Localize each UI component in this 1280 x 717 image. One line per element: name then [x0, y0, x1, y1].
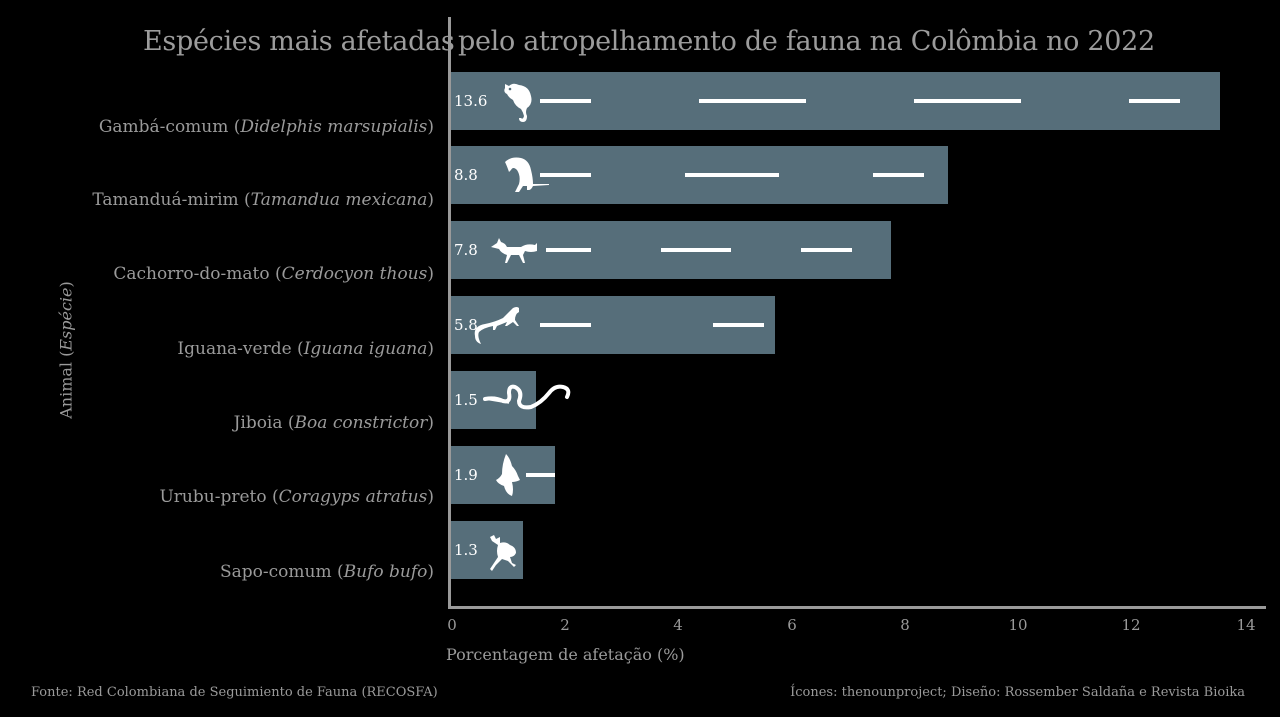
bar-tamandua: 8.8	[451, 146, 948, 204]
vulture-icon	[496, 454, 520, 496]
anteater-icon	[505, 157, 549, 192]
lane-dash	[1129, 99, 1180, 103]
y-axis-line	[448, 17, 451, 609]
lane-dash	[699, 99, 806, 103]
bar-value-label: 1.5	[454, 391, 478, 409]
bar-value-label: 1.3	[454, 541, 478, 559]
y-title-text: Animal (	[56, 350, 76, 419]
bar-gamba: 13.6	[451, 72, 1220, 130]
y-title-close: )	[56, 281, 76, 288]
footer-source: Fonte: Red Colombiana de Seguimiento de …	[31, 685, 438, 700]
bar-iguana: 5.8	[451, 296, 775, 354]
bar-value-label: 8.8	[454, 166, 478, 184]
lane-dash	[661, 248, 731, 252]
category-label: Tamanduá-mirim (Tamandua mexicana)	[92, 190, 434, 210]
chart-title-left: Espécies mais afetadas	[143, 26, 455, 57]
lane-dash	[540, 99, 591, 103]
lane-dash	[914, 99, 1021, 103]
bar-jiboia: 1.5	[451, 371, 571, 429]
opossum-icon	[504, 83, 532, 122]
bar-value-label: 5.8	[454, 316, 478, 334]
category-label: Jiboia (Boa constrictor)	[233, 413, 434, 433]
lane-dash	[540, 323, 591, 327]
bar-urubu: 1.9	[451, 446, 555, 504]
bar-value-label: 13.6	[454, 92, 488, 110]
x-tick: 6	[787, 616, 797, 634]
lane-dash	[713, 323, 764, 327]
x-tick: 12	[1121, 616, 1141, 634]
fox-icon	[491, 238, 537, 263]
lane-dash	[546, 248, 591, 252]
chart-title-right: pelo atropelhamento de fauna na Colômbia…	[458, 26, 1155, 57]
y-title-italic: Espécie	[56, 287, 76, 351]
bar-sapo: 1.3	[451, 521, 523, 579]
lane-dash	[685, 173, 779, 177]
iguana-icon	[474, 307, 519, 344]
lane-dash	[540, 173, 591, 177]
bar-cachorro: 7.8	[451, 221, 891, 279]
x-axis-title: Porcentagem de afetação (%)	[446, 645, 685, 664]
bar-value-label: 1.9	[454, 466, 478, 484]
lane-dash	[801, 248, 852, 252]
category-label: Cachorro-do-mato (Cerdocyon thous)	[113, 264, 434, 284]
x-tick: 14	[1236, 616, 1256, 634]
category-label: Gambá-comum (Didelphis marsupialis)	[98, 117, 434, 137]
snake-icon	[483, 384, 571, 410]
x-tick: 10	[1008, 616, 1028, 634]
lane-dash	[526, 473, 555, 477]
category-label: Urubu-preto (Coragyps atratus)	[159, 487, 434, 507]
x-tick: 8	[900, 616, 910, 634]
y-axis-title: Animal (Espécie)	[57, 281, 76, 419]
lane-dash	[873, 173, 924, 177]
x-tick: 2	[560, 616, 570, 634]
x-axis-line	[448, 606, 1266, 609]
frog-icon	[490, 535, 516, 571]
category-label: Iguana-verde (Iguana iguana)	[177, 339, 434, 359]
x-tick: 0	[447, 616, 457, 634]
category-label: Sapo-comum (Bufo bufo)	[220, 562, 434, 582]
footer-credits: Ícones: thenounproject; Diseño: Rossembe…	[790, 685, 1245, 700]
bar-value-label: 7.8	[454, 241, 478, 259]
x-tick: 4	[673, 616, 683, 634]
